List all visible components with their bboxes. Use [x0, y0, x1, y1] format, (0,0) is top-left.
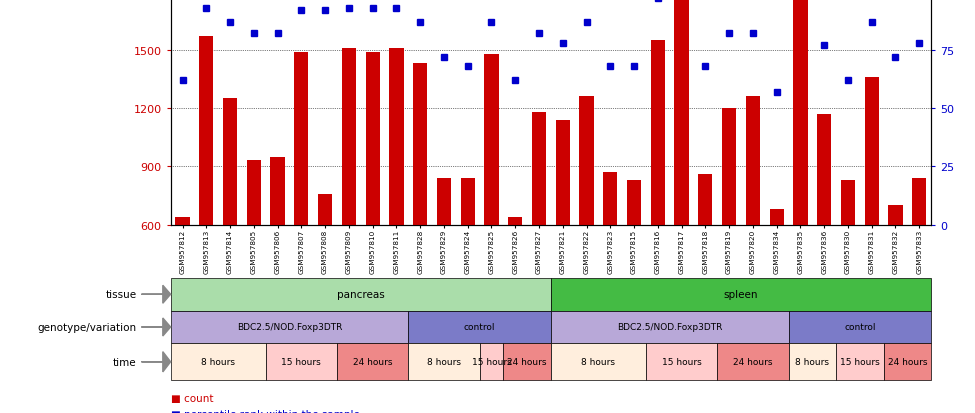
Text: 8 hours: 8 hours — [796, 357, 830, 366]
Bar — [551, 311, 789, 344]
Bar — [675, 0, 688, 225]
Bar — [883, 344, 931, 380]
Text: ■ percentile rank within the sample: ■ percentile rank within the sample — [171, 409, 360, 413]
Bar — [698, 175, 713, 225]
Bar — [171, 344, 265, 380]
Bar — [294, 52, 308, 225]
Text: control: control — [464, 323, 495, 332]
Bar — [532, 113, 546, 225]
Bar — [318, 194, 332, 225]
Text: 24 hours: 24 hours — [733, 357, 772, 366]
Bar — [865, 78, 878, 225]
Bar — [223, 99, 237, 225]
Bar — [645, 344, 718, 380]
Bar — [817, 114, 832, 225]
Text: 15 hours: 15 hours — [282, 357, 321, 366]
Text: spleen: spleen — [723, 290, 759, 299]
Text: 15 hours: 15 hours — [839, 357, 879, 366]
Bar — [888, 206, 903, 225]
Text: time: time — [113, 357, 136, 367]
Text: 24 hours: 24 hours — [507, 357, 547, 366]
Bar — [746, 97, 760, 225]
Bar — [604, 173, 617, 225]
Bar — [503, 344, 551, 380]
Bar — [247, 161, 261, 225]
Bar — [171, 278, 551, 311]
Bar — [551, 344, 645, 380]
Bar — [722, 109, 736, 225]
Bar — [508, 217, 523, 225]
Bar — [337, 344, 409, 380]
Bar — [176, 217, 189, 225]
Text: 24 hours: 24 hours — [887, 357, 927, 366]
Bar — [718, 344, 789, 380]
Text: genotype/variation: genotype/variation — [37, 322, 136, 332]
Bar — [171, 311, 409, 344]
Bar — [413, 64, 427, 225]
Bar — [485, 55, 498, 225]
Bar — [789, 344, 837, 380]
Text: control: control — [844, 323, 876, 332]
Text: BDC2.5/NOD.Foxp3DTR: BDC2.5/NOD.Foxp3DTR — [237, 323, 342, 332]
Text: 15 hours: 15 hours — [662, 357, 701, 366]
Text: 8 hours: 8 hours — [201, 357, 235, 366]
Bar — [342, 49, 356, 225]
Bar — [556, 120, 569, 225]
Bar — [789, 311, 931, 344]
Text: pancreas: pancreas — [337, 290, 384, 299]
Text: 8 hours: 8 hours — [581, 357, 615, 366]
Bar — [794, 0, 807, 225]
Bar — [627, 180, 642, 225]
Text: tissue: tissue — [105, 290, 136, 299]
Bar — [366, 52, 380, 225]
Bar — [265, 344, 337, 380]
Bar — [840, 180, 855, 225]
Text: 8 hours: 8 hours — [427, 357, 461, 366]
Bar — [409, 311, 551, 344]
Bar — [579, 97, 594, 225]
Bar — [437, 178, 451, 225]
Bar — [650, 41, 665, 225]
Text: 24 hours: 24 hours — [353, 357, 392, 366]
Bar — [389, 49, 404, 225]
Bar — [270, 157, 285, 225]
Bar — [913, 178, 926, 225]
Text: BDC2.5/NOD.Foxp3DTR: BDC2.5/NOD.Foxp3DTR — [617, 323, 722, 332]
Bar — [409, 344, 480, 380]
Bar — [460, 178, 475, 225]
Bar — [769, 209, 784, 225]
Text: ■ count: ■ count — [171, 393, 214, 403]
Bar — [551, 278, 931, 311]
Text: 15 hours: 15 hours — [472, 357, 511, 366]
Bar — [480, 344, 503, 380]
Bar — [199, 37, 214, 225]
Bar — [837, 344, 883, 380]
